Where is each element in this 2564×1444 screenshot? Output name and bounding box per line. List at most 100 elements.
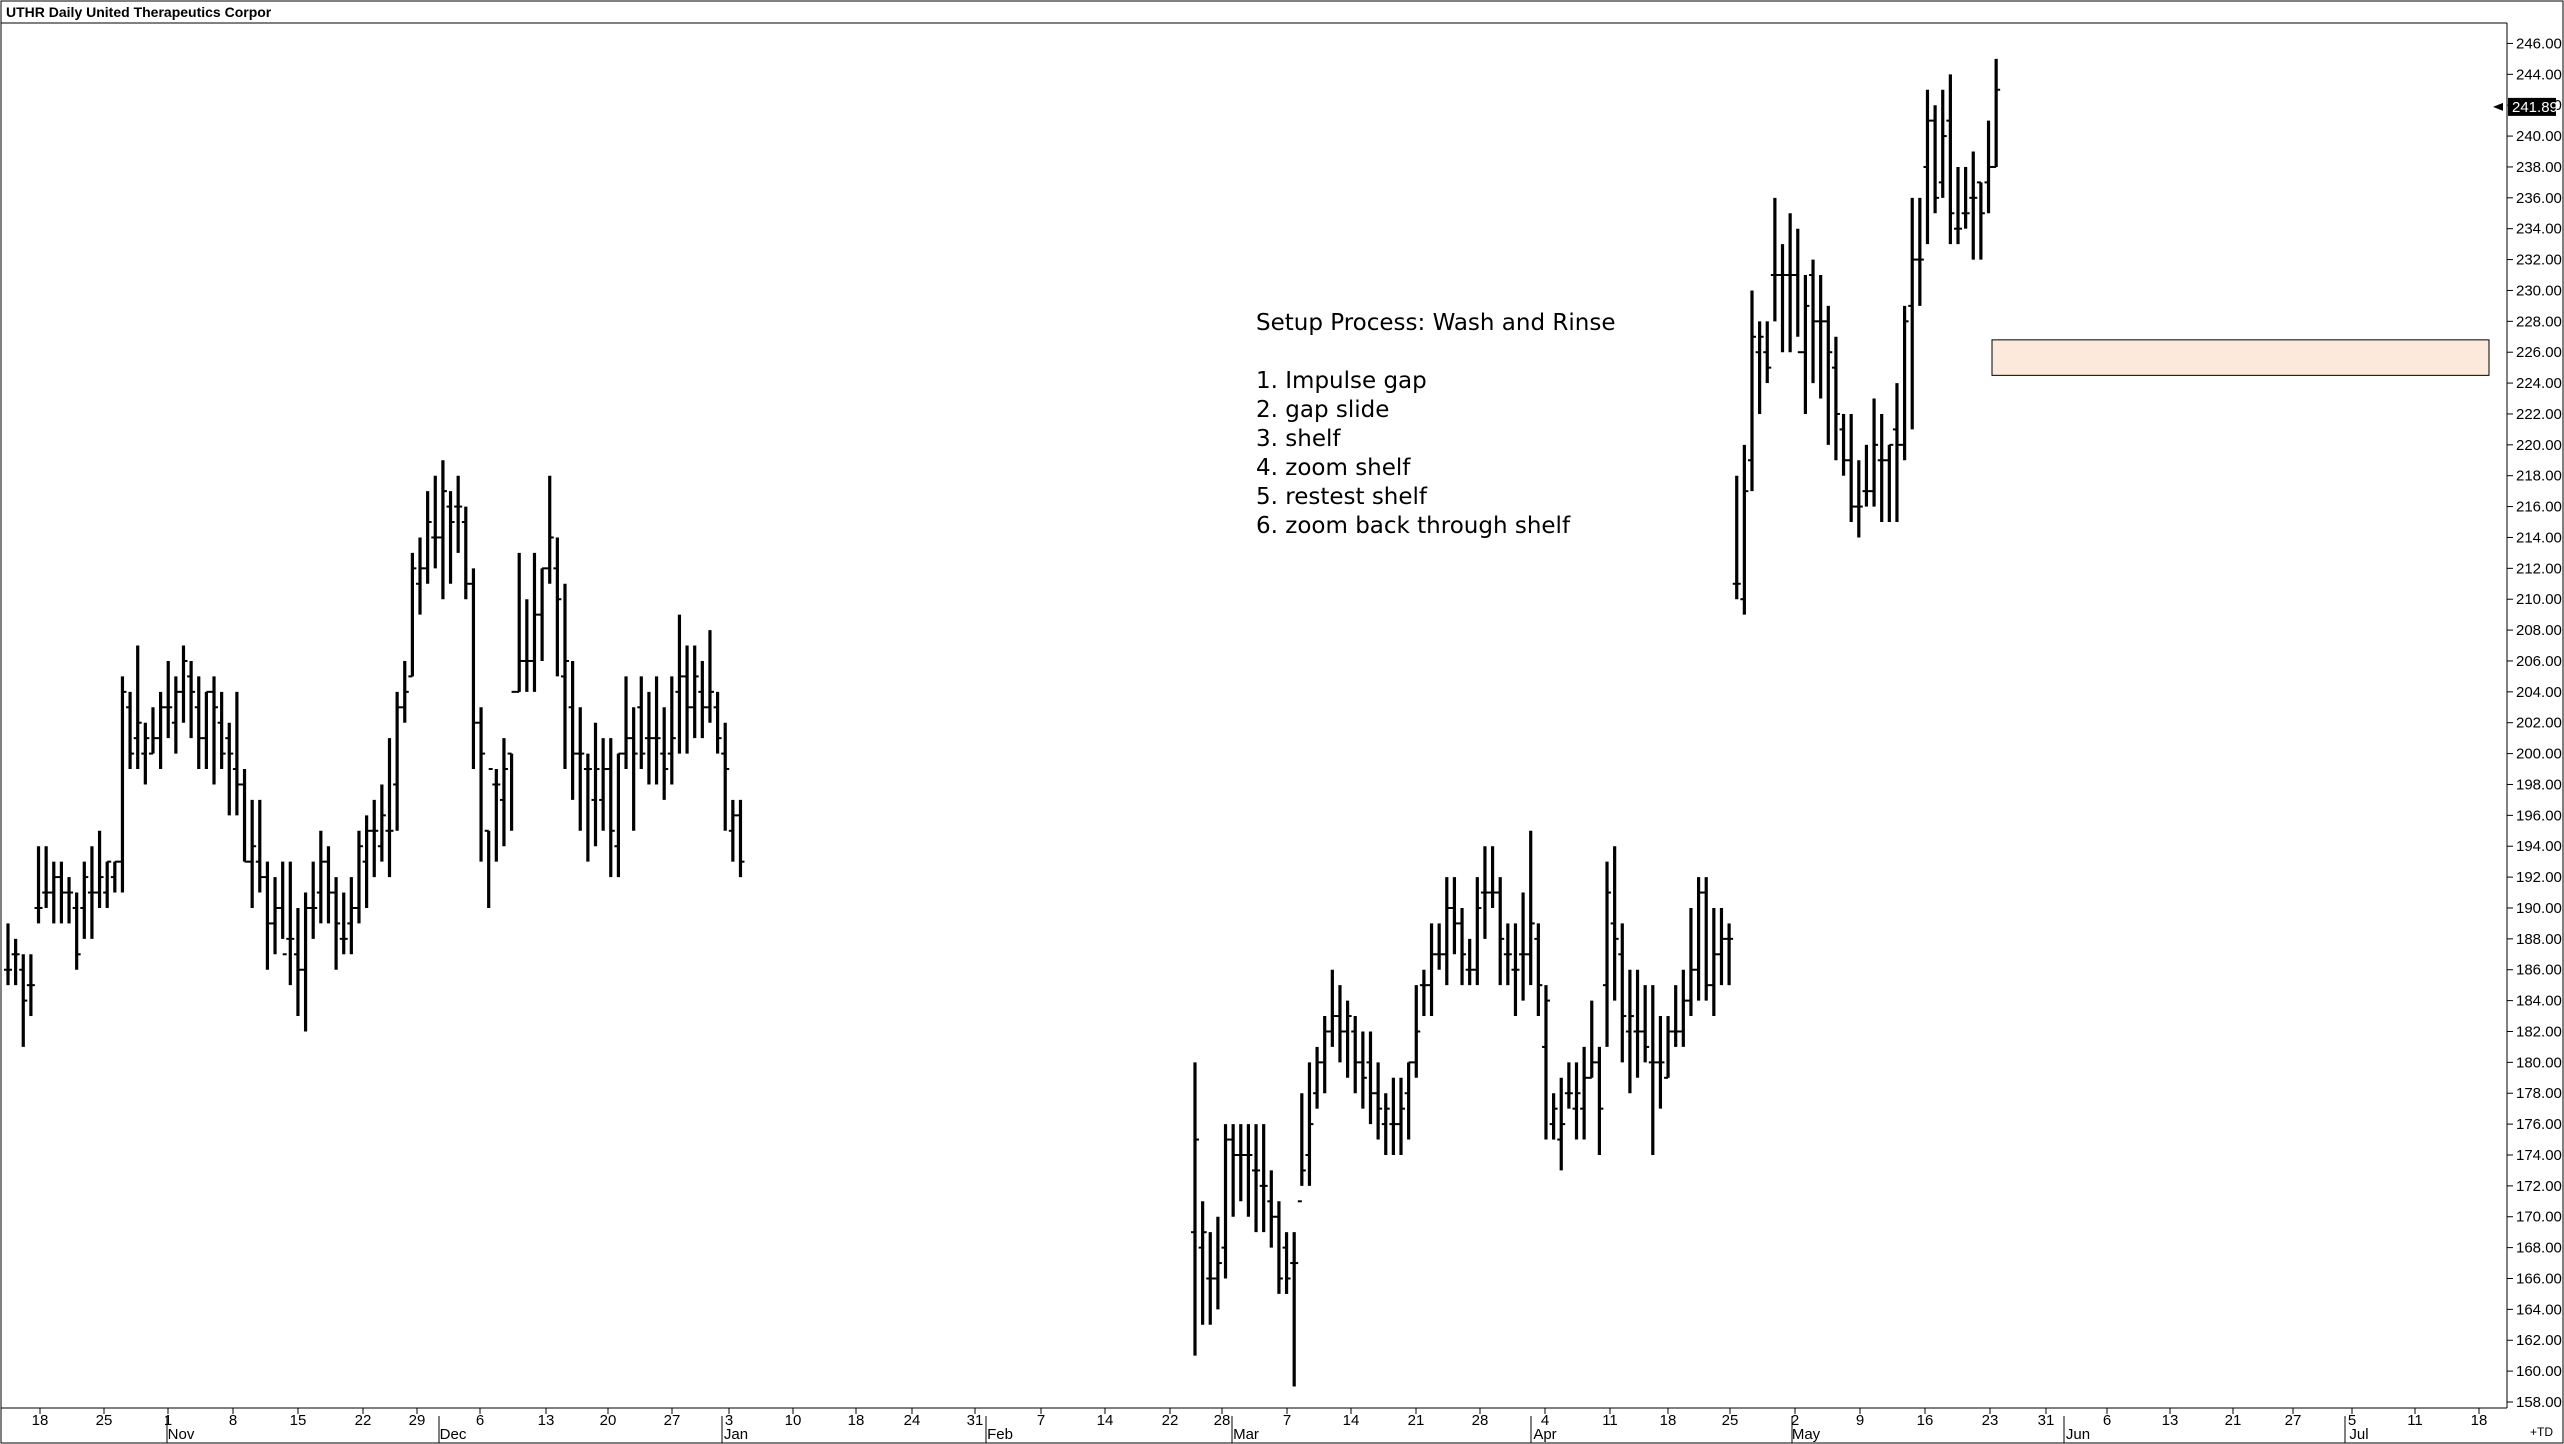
ohlc-bar [1763, 321, 1772, 384]
month-label: Feb [987, 1426, 1013, 1443]
ohlc-bar [599, 738, 608, 831]
ohlc-bar [545, 475, 554, 584]
ohlc-bar [675, 614, 684, 754]
ohlc-bar [210, 676, 219, 785]
ohlc-bar [1862, 444, 1871, 507]
month-label: Jan [724, 1426, 748, 1443]
ohlc-bar [103, 860, 112, 908]
ohlc-bar [1343, 1000, 1352, 1078]
ohlc-bar [148, 707, 157, 755]
month-label: Dec [440, 1426, 467, 1443]
ohlc-bar [1946, 74, 1955, 245]
x-tick-label: 6 [476, 1412, 484, 1429]
x-tick-label: 16 [1917, 1412, 1934, 1429]
ohlc-bar [42, 846, 51, 908]
corner-label: +TD [2530, 1425, 2553, 1439]
annotation-step: 3. shelf [1256, 426, 1341, 452]
ohlc-bar [477, 707, 486, 862]
x-tick-label: 15 [290, 1412, 307, 1429]
annotation-step: 2. gap slide [1256, 397, 1389, 423]
annotation-step: 5. restest shelf [1256, 484, 1428, 510]
ohlc-bar [240, 769, 249, 863]
ohlc-bar [354, 830, 363, 924]
ohlc-bar [431, 475, 440, 569]
x-tick-label: 5 [2348, 1412, 2356, 1429]
ohlc-bar [255, 799, 264, 893]
ohlc-bar [1511, 923, 1520, 1017]
x-tick-label: 6 [2103, 1412, 2111, 1429]
x-tick-label: 22 [355, 1412, 372, 1429]
ohlc-bar [1725, 923, 1734, 986]
ohlc-bar [1206, 1232, 1215, 1325]
y-tick-label: 230.00 [2516, 282, 2562, 299]
ohlc-bar [1397, 1077, 1406, 1155]
annotation-block: Setup Process: Wash and Rinse 1. Impulse… [1256, 310, 1615, 539]
ohlc-bar [1595, 1046, 1604, 1155]
ohlc-bar [171, 676, 180, 754]
ohlc-bar [1603, 861, 1612, 1047]
ohlc-bar [362, 815, 371, 908]
y-tick-label: 164.00 [2516, 1301, 2562, 1318]
ohlc-bar [1450, 877, 1459, 955]
ohlc-bar [1564, 1062, 1573, 1109]
ohlc-bar [1419, 969, 1428, 1017]
ohlc-bar [461, 506, 470, 600]
y-tick-label: 246.00 [2516, 35, 2562, 52]
ohlc-bar [698, 660, 707, 739]
y-tick-label: 170.00 [2516, 1209, 2562, 1226]
y-tick-label: 238.00 [2516, 159, 2562, 176]
ohlc-bar [499, 738, 508, 847]
x-tick-label: 14 [1097, 1412, 1114, 1429]
y-tick-label: 182.00 [2516, 1023, 2562, 1040]
y-tick-label: 216.00 [2516, 499, 2562, 516]
ohlc-bar [347, 877, 356, 955]
ohlc-bar [271, 877, 280, 955]
annotation-heading: Setup Process: Wash and Rinse [1256, 310, 1615, 336]
last-price-box [2508, 97, 2556, 116]
ohlc-bar [1435, 923, 1444, 970]
ohlc-bar [301, 892, 310, 1032]
ohlc-bar [1259, 1124, 1268, 1233]
ohlc-bar [1442, 877, 1451, 986]
ohlc-bar [1641, 985, 1650, 1063]
x-tick-label: 18 [848, 1412, 865, 1429]
ohlc-bar [1503, 923, 1512, 986]
y-tick-label: 198.00 [2516, 776, 2562, 793]
ohlc-bar [553, 537, 562, 677]
ohlc-bar [469, 568, 478, 770]
y-tick-label: 244.00 [2516, 66, 2562, 83]
ohlc-bar [133, 645, 142, 770]
y-tick-label: 174.00 [2516, 1147, 2562, 1164]
x-tick-label: 14 [1343, 1412, 1360, 1429]
x-tick-label: 18 [1660, 1412, 1677, 1429]
ohlc-bar [1831, 336, 1840, 461]
ohlc-bar [1412, 985, 1421, 1078]
ohlc-bar [1717, 907, 1726, 986]
annotation-step: 6. zoom back through shelf [1256, 513, 1571, 539]
ohlc-bar [507, 690, 516, 831]
y-tick-label: 218.00 [2516, 468, 2562, 485]
ohlc-bar [126, 691, 135, 770]
x-tick-label: 31 [2038, 1412, 2055, 1429]
ohlc-bar [34, 846, 43, 924]
ohlc-bar [423, 491, 432, 584]
ohlc-bar [614, 752, 623, 878]
ohlc-bar [324, 846, 333, 924]
ohlc-bar [1793, 228, 1802, 354]
ohlc-bar [1580, 1046, 1589, 1140]
x-tick-label: 24 [904, 1412, 921, 1429]
ohlc-bar [1374, 1062, 1383, 1140]
y-tick-label: 234.00 [2516, 221, 2562, 238]
x-tick-label: 13 [538, 1412, 555, 1429]
ohlc-bar [1656, 1016, 1665, 1109]
x-tick-label: 9 [1856, 1412, 1864, 1429]
x-tick-label: 11 [2407, 1412, 2423, 1429]
ohlc-bar [1755, 321, 1764, 414]
ohlc-bar [1351, 1016, 1360, 1094]
ohlc-bar [1366, 1031, 1375, 1125]
ohlc-bar [370, 799, 379, 878]
ohlc-bar [690, 645, 699, 739]
ohlc-bar [1587, 1000, 1596, 1079]
ohlc-bar [1870, 398, 1879, 507]
